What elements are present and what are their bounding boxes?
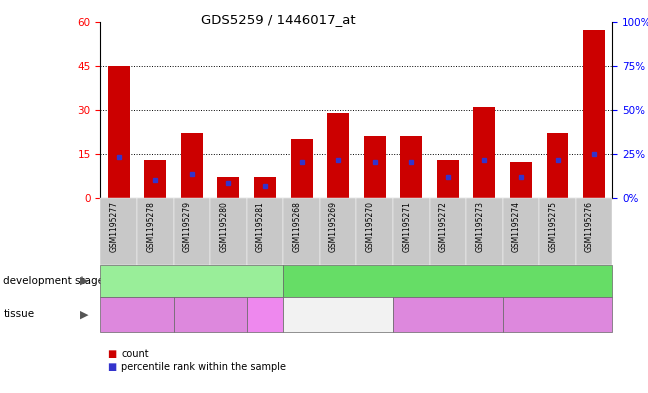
Text: count: count <box>121 349 149 359</box>
Text: GSM1195271: GSM1195271 <box>402 201 411 252</box>
Text: GSM1195269: GSM1195269 <box>329 201 338 252</box>
Text: embryonic day E14.5: embryonic day E14.5 <box>133 276 251 286</box>
Text: tissue: tissue <box>3 309 34 320</box>
Text: GSM1195274: GSM1195274 <box>512 201 521 252</box>
Text: GSM1195276: GSM1195276 <box>585 201 594 252</box>
Text: ■: ■ <box>107 362 116 373</box>
Text: GSM1195273: GSM1195273 <box>476 201 485 252</box>
Text: striatum: striatum <box>429 310 467 319</box>
Text: ▶: ▶ <box>80 276 89 286</box>
Text: development stage: development stage <box>3 276 104 286</box>
Bar <box>364 136 386 198</box>
Bar <box>254 177 276 198</box>
Bar <box>510 162 532 198</box>
Text: GSM1195279: GSM1195279 <box>183 201 192 252</box>
Text: adult: adult <box>434 276 462 286</box>
Bar <box>181 133 203 198</box>
Text: ventral
forebrain: ventral forebrain <box>189 305 231 324</box>
Bar <box>400 136 422 198</box>
Text: ■: ■ <box>107 349 116 359</box>
Text: GSM1195270: GSM1195270 <box>365 201 375 252</box>
Text: dorsal
forebrain: dorsal forebrain <box>117 305 157 324</box>
Text: GSM1195275: GSM1195275 <box>548 201 557 252</box>
Text: GSM1195268: GSM1195268 <box>292 201 301 252</box>
Text: spinal
cord: spinal cord <box>251 305 279 324</box>
Bar <box>583 30 605 198</box>
Text: GSM1195277: GSM1195277 <box>110 201 119 252</box>
Bar <box>108 66 130 198</box>
Text: GSM1195278: GSM1195278 <box>146 201 156 252</box>
Text: GSM1195281: GSM1195281 <box>256 201 265 252</box>
Bar <box>290 139 312 198</box>
Text: subventricular zone: subventricular zone <box>513 310 603 319</box>
Bar <box>218 177 239 198</box>
Text: neocortex: neocortex <box>316 310 361 319</box>
Text: percentile rank within the sample: percentile rank within the sample <box>121 362 286 373</box>
Bar <box>474 107 495 198</box>
Text: GSM1195272: GSM1195272 <box>439 201 448 252</box>
Bar <box>437 160 459 198</box>
Bar <box>327 112 349 198</box>
Text: GDS5259 / 1446017_at: GDS5259 / 1446017_at <box>202 13 356 26</box>
Text: ▶: ▶ <box>80 309 89 320</box>
Bar <box>145 160 167 198</box>
Bar <box>546 133 568 198</box>
Text: GSM1195280: GSM1195280 <box>220 201 228 252</box>
